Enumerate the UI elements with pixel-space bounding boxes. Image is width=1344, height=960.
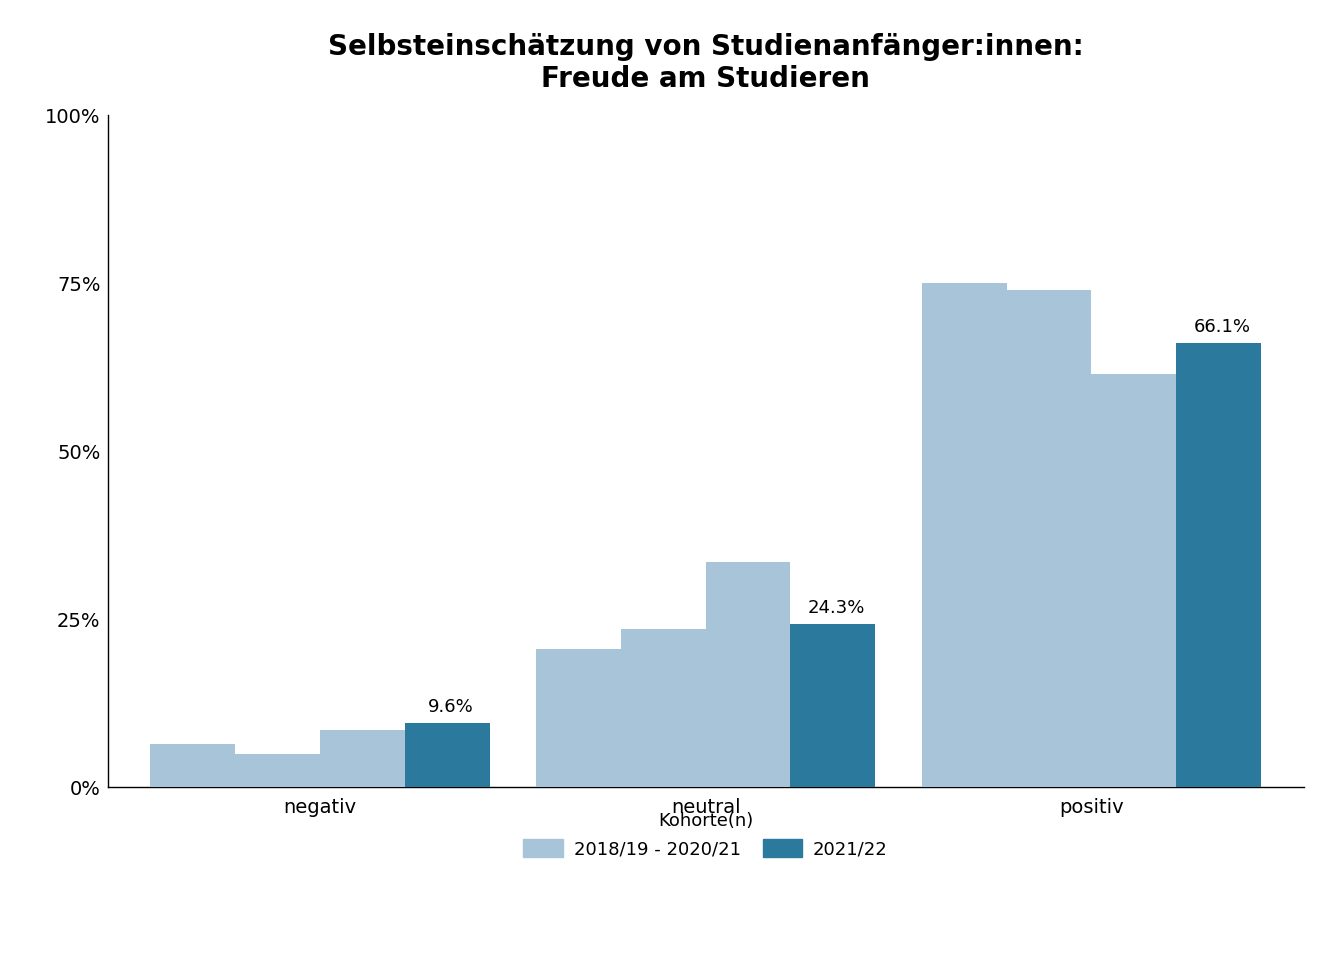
Bar bbox=[621, 630, 706, 787]
Bar bbox=[320, 730, 405, 787]
Bar bbox=[1176, 343, 1261, 787]
Bar bbox=[790, 624, 875, 787]
Bar bbox=[1007, 290, 1091, 787]
Bar bbox=[1091, 374, 1176, 787]
Text: 9.6%: 9.6% bbox=[427, 698, 474, 716]
Bar bbox=[151, 743, 235, 787]
Bar bbox=[536, 649, 621, 787]
Bar bbox=[922, 283, 1007, 787]
Bar bbox=[405, 723, 489, 787]
Legend: 2018/19 - 2020/21, 2021/22: 2018/19 - 2020/21, 2021/22 bbox=[516, 804, 895, 866]
Text: 66.1%: 66.1% bbox=[1195, 319, 1251, 336]
Bar bbox=[235, 754, 320, 787]
Title: Selbsteinschätzung von Studienanfänger:innen:
Freude am Studieren: Selbsteinschätzung von Studienanfänger:i… bbox=[328, 33, 1083, 93]
Bar bbox=[706, 563, 790, 787]
Text: 24.3%: 24.3% bbox=[808, 599, 866, 617]
